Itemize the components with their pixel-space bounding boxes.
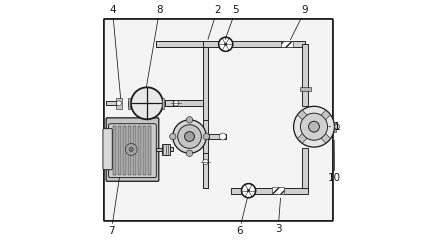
Bar — [230, 41, 305, 47]
Bar — [138, 126, 141, 175]
Bar — [143, 126, 146, 175]
Bar — [128, 98, 130, 109]
Circle shape — [187, 117, 193, 123]
Bar — [165, 100, 173, 106]
Circle shape — [225, 43, 227, 46]
Bar — [123, 126, 126, 175]
Text: 7: 7 — [108, 178, 120, 236]
Bar — [156, 41, 202, 47]
Bar — [113, 126, 116, 175]
Circle shape — [170, 133, 176, 140]
Circle shape — [173, 120, 206, 153]
Bar — [334, 122, 336, 132]
Bar — [128, 101, 129, 106]
Bar — [162, 144, 170, 155]
Bar — [203, 47, 208, 120]
Bar — [156, 148, 162, 151]
Text: 1: 1 — [329, 122, 340, 132]
Bar — [231, 188, 278, 194]
Bar — [165, 100, 202, 106]
Circle shape — [185, 132, 194, 141]
Circle shape — [219, 133, 226, 140]
Text: 8: 8 — [147, 5, 163, 87]
Text: 2: 2 — [208, 5, 220, 39]
Text: 9: 9 — [290, 5, 308, 40]
FancyBboxPatch shape — [103, 129, 112, 170]
Circle shape — [125, 144, 137, 155]
Bar — [148, 126, 151, 175]
Bar — [170, 147, 173, 151]
Circle shape — [309, 121, 319, 132]
Circle shape — [129, 147, 133, 151]
Circle shape — [117, 101, 121, 106]
Circle shape — [241, 183, 256, 198]
Circle shape — [173, 101, 179, 106]
Bar — [302, 44, 308, 106]
Circle shape — [187, 150, 193, 156]
Text: 5: 5 — [225, 5, 239, 39]
Bar — [282, 188, 308, 194]
Bar — [202, 47, 209, 188]
Bar — [300, 87, 311, 91]
Bar — [106, 101, 117, 105]
Bar — [272, 187, 284, 194]
Bar — [133, 126, 136, 175]
Bar — [334, 125, 338, 129]
Circle shape — [247, 189, 250, 192]
Circle shape — [334, 124, 340, 129]
FancyBboxPatch shape — [104, 19, 333, 221]
Bar — [210, 134, 226, 139]
Text: 4: 4 — [109, 5, 120, 98]
Circle shape — [300, 113, 327, 140]
Text: 3: 3 — [275, 198, 281, 234]
Bar — [162, 98, 164, 109]
Bar — [294, 124, 308, 129]
Bar — [156, 41, 222, 47]
Text: 10: 10 — [328, 140, 341, 183]
Bar — [116, 98, 122, 109]
FancyBboxPatch shape — [106, 118, 159, 181]
Bar — [203, 153, 208, 188]
Text: 6: 6 — [236, 198, 247, 236]
Circle shape — [203, 133, 210, 140]
Circle shape — [294, 106, 334, 147]
Bar — [128, 126, 131, 175]
Circle shape — [203, 159, 208, 165]
Bar — [302, 148, 308, 191]
Circle shape — [218, 37, 233, 52]
FancyBboxPatch shape — [109, 124, 156, 178]
Bar — [280, 41, 293, 47]
Circle shape — [131, 87, 163, 119]
Circle shape — [178, 125, 201, 148]
Bar — [118, 126, 121, 175]
